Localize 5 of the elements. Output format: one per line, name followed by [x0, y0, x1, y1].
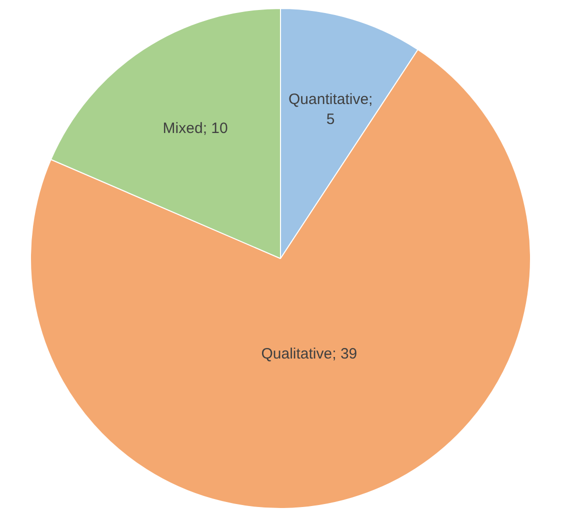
data-label: ; 39 [332, 345, 358, 362]
slice-label: Mixed [162, 120, 203, 138]
data-label: ; 10 [202, 120, 228, 138]
slice-label: Quantitative; 5 [288, 91, 373, 128]
slice-label: Qualitative [261, 345, 332, 362]
